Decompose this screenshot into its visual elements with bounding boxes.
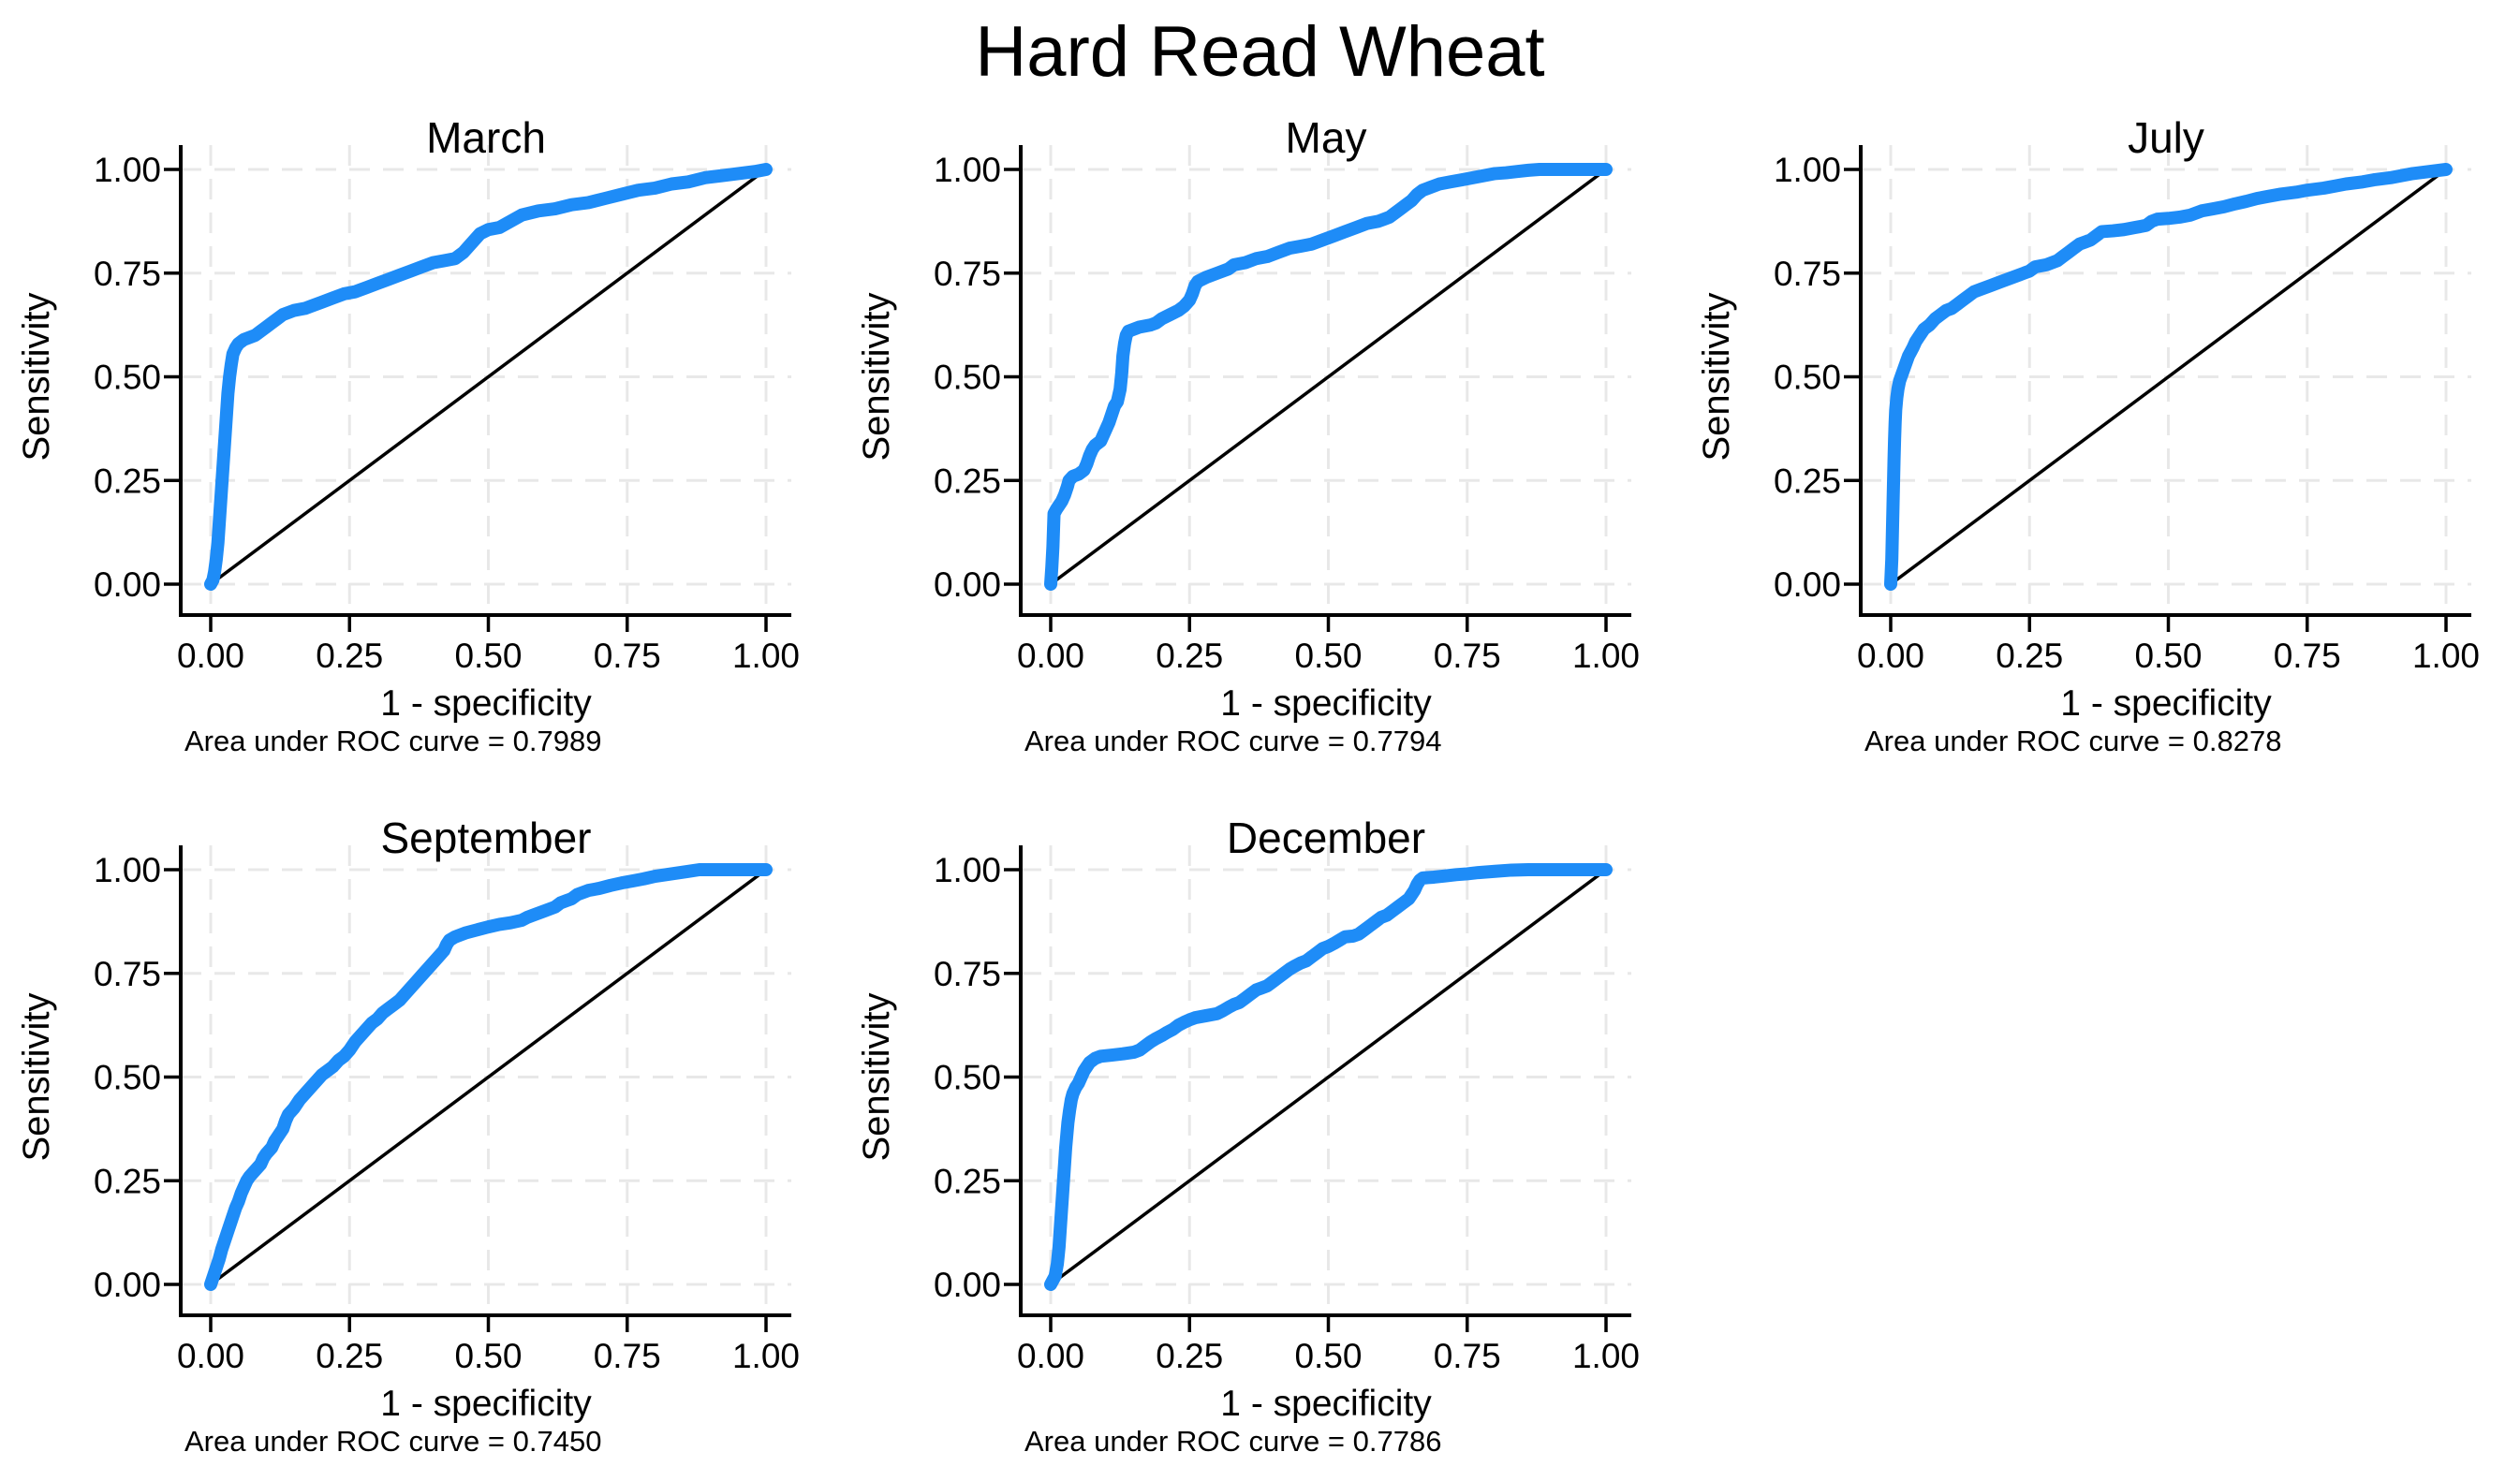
roc-curve-line (204, 163, 773, 591)
subplot-july: 0.00 0.00 0.25 0.25 0.50 0.50 0.75 0.75 1.00 1.00… (1696, 113, 2480, 757)
diagonal-reference-line (1889, 168, 2448, 586)
y-tick-label: 0.25 (94, 462, 161, 500)
axis-spines (1019, 145, 1631, 617)
y-tick-label: 0.75 (934, 955, 1001, 993)
x-tick-label: 0.00 (177, 1337, 244, 1375)
y-tick-label: 0.25 (934, 462, 1001, 500)
x-tick-label: 1.00 (732, 637, 800, 675)
y-tick-label: 0.00 (94, 1266, 161, 1304)
subplot-title: July (2128, 113, 2204, 162)
x-tick-label: 0.50 (454, 637, 522, 675)
y-tick-label: 0.25 (1774, 462, 1841, 500)
y-tick-label: 0.25 (934, 1162, 1001, 1200)
y-tick-label: 0.50 (1774, 359, 1841, 397)
y-tick-label: 0.00 (94, 565, 161, 604)
y-axis-label: Sensitivity (856, 292, 897, 461)
y-tick-label: 0.50 (94, 359, 161, 397)
y-axis-label: Sensitivity (1696, 292, 1737, 461)
x-tick-label: 0.75 (1434, 637, 1501, 675)
subplot-september: 0.00 0.00 0.25 0.25 0.50 0.50 0.75 0.75 1.00 1.00… (16, 814, 800, 1458)
x-axis-label: 1 - specificity (2060, 683, 2272, 724)
subplot-title: May (1286, 113, 1367, 162)
x-tick-label: 0.00 (1017, 637, 1084, 675)
diagonal-reference-line (1049, 868, 1608, 1286)
y-tick-label: 0.00 (934, 565, 1001, 604)
x-axis-label: 1 - specificity (380, 1384, 592, 1424)
y-tick-label: 0.75 (1774, 255, 1841, 293)
x-axis-label: 1 - specificity (380, 683, 592, 724)
y-tick-label: 0.75 (94, 955, 161, 993)
y-tick-label: 0.75 (934, 255, 1001, 293)
x-tick-label: 0.25 (1996, 637, 2063, 675)
x-tick-label: 0.25 (316, 637, 383, 675)
x-tick-label: 0.00 (1017, 1337, 1084, 1375)
subplot-december: 0.00 0.00 0.25 0.25 0.50 0.50 0.75 0.75 1.00 1.00… (856, 814, 1640, 1458)
auc-note: Area under ROC curve = 0.7989 (184, 725, 601, 757)
auc-note: Area under ROC curve = 0.8278 (1864, 725, 2281, 757)
y-tick-label: 0.75 (94, 255, 161, 293)
y-axis-label: Sensitivity (16, 292, 57, 461)
auc-note: Area under ROC curve = 0.7450 (184, 1425, 601, 1458)
axis-spines (179, 845, 791, 1317)
y-tick-label: 1.00 (94, 151, 161, 189)
y-axis-label: Sensitivity (16, 992, 57, 1161)
roc-curve-line (1044, 863, 1613, 1291)
x-tick-label: 1.00 (1572, 1337, 1640, 1375)
diagonal-reference-line (209, 168, 768, 586)
subplot-title: September (380, 814, 591, 862)
y-tick-label: 0.00 (1774, 565, 1841, 604)
x-axis-label: 1 - specificity (1220, 1384, 1432, 1424)
y-axis-label: Sensitivity (856, 992, 897, 1161)
auc-note: Area under ROC curve = 0.7786 (1024, 1425, 1441, 1458)
diagonal-reference-line (209, 868, 768, 1286)
subplot-march: 0.00 0.00 0.25 0.25 0.50 0.50 0.75 0.75 1.00 1.00… (16, 113, 800, 757)
x-tick-label: 0.00 (1857, 637, 1924, 675)
x-axis-label: 1 - specificity (1220, 683, 1432, 724)
x-tick-label: 0.25 (316, 1337, 383, 1375)
x-tick-label: 0.75 (594, 637, 661, 675)
x-tick-label: 0.50 (1294, 1337, 1362, 1375)
roc-curve-line (1884, 163, 2453, 591)
x-tick-label: 0.75 (1434, 1337, 1501, 1375)
x-tick-label: 1.00 (2412, 637, 2480, 675)
x-tick-label: 0.00 (177, 637, 244, 675)
axis-spines (1859, 145, 2471, 617)
auc-note: Area under ROC curve = 0.7794 (1024, 725, 1441, 757)
x-tick-label: 0.75 (2274, 637, 2341, 675)
main-title: Hard Read Wheat (975, 12, 1545, 92)
x-tick-label: 1.00 (732, 1337, 800, 1375)
axis-spines (1019, 845, 1631, 1317)
x-tick-label: 0.50 (2134, 637, 2202, 675)
y-tick-label: 1.00 (934, 151, 1001, 189)
y-tick-label: 0.50 (94, 1059, 161, 1097)
x-tick-label: 0.25 (1156, 1337, 1223, 1375)
x-tick-label: 0.50 (454, 1337, 522, 1375)
x-tick-label: 0.50 (1294, 637, 1362, 675)
y-tick-label: 0.50 (934, 1059, 1001, 1097)
y-tick-label: 0.50 (934, 359, 1001, 397)
x-tick-label: 0.25 (1156, 637, 1223, 675)
y-tick-label: 1.00 (94, 851, 161, 889)
y-tick-label: 0.00 (934, 1266, 1001, 1304)
subplot-title: March (426, 113, 546, 162)
x-tick-label: 1.00 (1572, 637, 1640, 675)
diagonal-reference-line (1049, 168, 1608, 586)
y-tick-label: 1.00 (1774, 151, 1841, 189)
subplot-title: December (1227, 814, 1425, 862)
roc-curve-line (1044, 163, 1613, 591)
subplot-may: 0.00 0.00 0.25 0.25 0.50 0.50 0.75 0.75 1.00 1.00… (856, 113, 1640, 757)
y-tick-label: 0.25 (94, 1162, 161, 1200)
roc-curve-line (204, 863, 773, 1291)
y-tick-label: 1.00 (934, 851, 1001, 889)
axis-spines (179, 145, 791, 617)
x-tick-label: 0.75 (594, 1337, 661, 1375)
